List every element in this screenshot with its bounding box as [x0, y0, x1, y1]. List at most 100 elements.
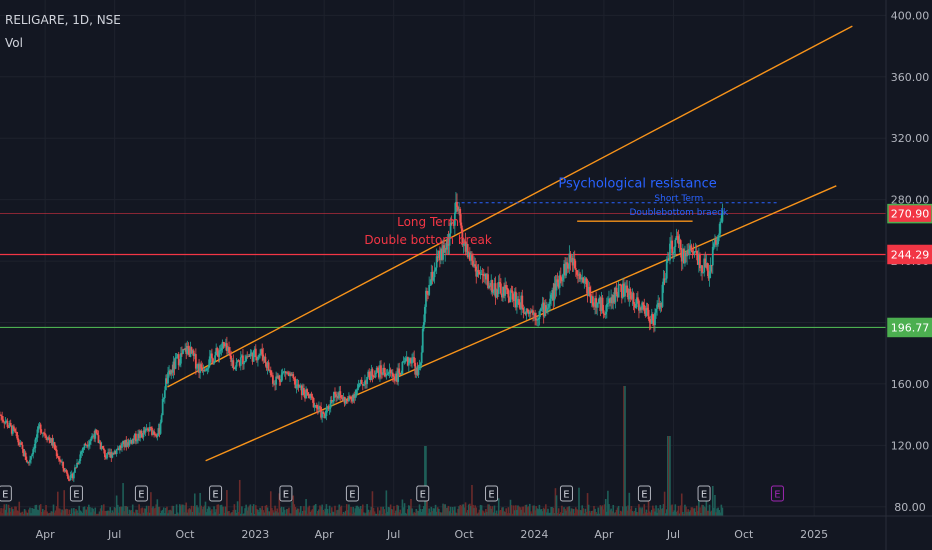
earnings-marker[interactable]: E — [416, 485, 430, 502]
earnings-marker[interactable]: E — [637, 485, 651, 502]
volume-bar — [454, 506, 456, 516]
earnings-marker-box — [69, 485, 83, 502]
candle-body — [68, 479, 71, 481]
volume-bar — [147, 505, 150, 516]
candle-body — [499, 283, 502, 294]
volume-bar — [259, 507, 261, 516]
candle-body — [502, 286, 504, 298]
earnings-marker[interactable]: E — [69, 485, 83, 502]
candle-body — [396, 373, 398, 382]
candle-body — [717, 235, 720, 245]
candle-body — [498, 281, 501, 284]
volume-bar — [0, 508, 2, 516]
volume-bar — [117, 512, 120, 516]
volume-bar — [65, 508, 68, 516]
volume-bar — [343, 512, 346, 516]
volume-bar — [191, 511, 194, 516]
earnings-marker[interactable]: E — [134, 485, 148, 502]
volume-bar — [386, 511, 389, 516]
volume-bar — [312, 505, 315, 516]
candle-body — [194, 354, 197, 369]
volume-bar — [594, 508, 596, 516]
candle-body — [633, 303, 636, 308]
volume-bar — [582, 508, 585, 516]
candle-body — [351, 397, 354, 402]
earnings-marker[interactable]: E — [485, 485, 499, 502]
volume-bar — [375, 513, 378, 516]
candle-body — [675, 236, 678, 240]
candle-body — [213, 361, 215, 364]
volume-bar — [360, 508, 363, 516]
earnings-marker-box — [770, 485, 784, 502]
candle-body — [691, 250, 694, 252]
volume-bar — [86, 506, 89, 516]
candle-body — [560, 280, 563, 282]
candle-body — [345, 399, 348, 401]
candle-body — [676, 236, 679, 238]
candle-body — [649, 322, 652, 324]
volume-bar — [113, 507, 116, 516]
candle-body — [435, 256, 438, 268]
candle-body — [659, 302, 662, 309]
volume-bar — [553, 513, 556, 516]
candle-body — [209, 353, 212, 357]
volume-bar — [356, 505, 359, 516]
candle-body — [432, 277, 435, 281]
candle-body — [377, 370, 380, 378]
earnings-marker[interactable]: E — [279, 485, 293, 502]
candle-body — [672, 252, 675, 254]
volume-bar — [461, 504, 464, 516]
candle-body — [65, 470, 68, 473]
candle-body — [595, 298, 598, 308]
candle-body — [120, 445, 122, 448]
volume-indicator-label[interactable]: Vol — [5, 36, 23, 50]
candle-body — [292, 374, 295, 378]
volume-bar — [139, 513, 142, 516]
time-axis[interactable]: Apr Jul Oct 2023 Apr Jul Oct 2024 Apr Jul Oct 2025 — [0, 515, 932, 541]
candle-body — [88, 441, 91, 445]
volume-bar — [130, 510, 133, 516]
candle-body — [694, 251, 697, 253]
candle-body — [76, 462, 78, 468]
volume-bar — [465, 512, 468, 516]
volume-bar — [208, 507, 211, 516]
volume-bar — [686, 511, 688, 516]
volume-bar — [302, 510, 304, 516]
price-badge — [887, 317, 932, 338]
candle-body — [689, 245, 692, 250]
volume-bar — [332, 511, 334, 516]
volume-bar — [716, 508, 718, 516]
candle-body — [201, 368, 204, 372]
candle-body — [270, 375, 273, 377]
candle-body — [375, 367, 378, 373]
volume-bar — [359, 505, 362, 516]
earnings-marker[interactable]: E — [0, 485, 12, 502]
earnings-marker[interactable]: E — [345, 485, 359, 502]
earnings-marker[interactable]: E — [697, 485, 711, 502]
candles — [0, 192, 724, 483]
earnings-marker[interactable]: E — [209, 485, 223, 502]
annotations: Psychological resistance Short Term Double… — [364, 176, 729, 247]
volume-bar — [293, 504, 296, 516]
candle-body — [567, 264, 570, 269]
candle-body — [273, 383, 275, 385]
earnings-marker[interactable]: E — [559, 485, 573, 502]
candle-body — [397, 368, 400, 382]
earnings-marker[interactable]: E — [770, 485, 784, 502]
candle-body — [719, 221, 722, 234]
volume-bar — [372, 507, 375, 516]
candle-body — [41, 432, 44, 434]
candle-body — [55, 449, 58, 457]
candle-body — [243, 362, 245, 365]
symbol-title[interactable]: RELIGARE, 1D, NSE — [5, 13, 121, 27]
volume-bar — [504, 512, 506, 516]
candle-body — [216, 348, 219, 352]
candle-body — [289, 373, 291, 377]
volume-bar — [295, 509, 298, 516]
candle-body — [211, 353, 213, 359]
price-axis[interactable]: 80.00120.00160.00200.00240.00280.00320.0… — [885, 0, 932, 550]
candle-body — [627, 292, 630, 300]
volume-bar — [660, 509, 663, 516]
